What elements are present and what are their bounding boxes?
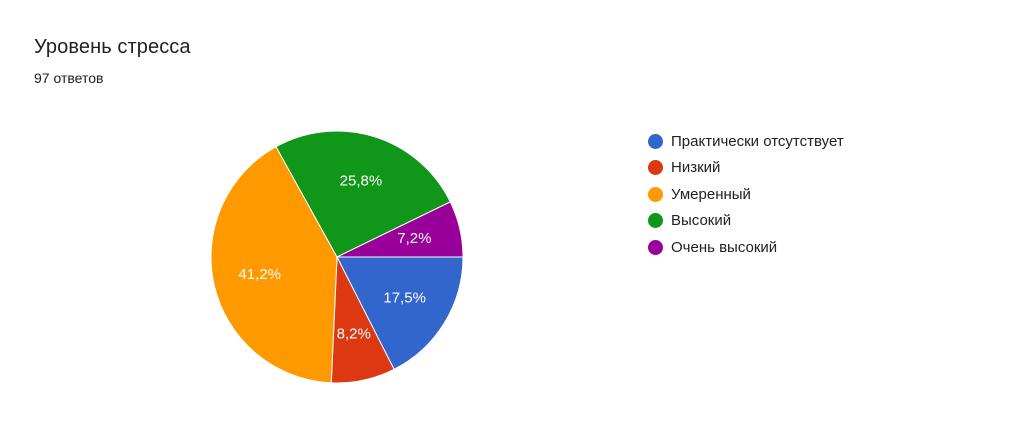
pie-slice-label-3: 25,8%	[340, 172, 383, 189]
legend-swatch	[648, 133, 663, 149]
pie-slice-2[interactable]	[210, 146, 338, 384]
legend-item-1[interactable]: Низкий	[648, 155, 844, 182]
pie-slice-0[interactable]	[336, 256, 464, 371]
legend-swatch	[648, 239, 663, 255]
chart-legend: Практически отсутствует Низкий Умеренный Вы…	[648, 128, 844, 261]
pie-slice-label-1: 8,2%	[337, 326, 371, 343]
legend-item-2[interactable]: Умеренный	[648, 181, 844, 208]
legend-item-0[interactable]: Практически отсутствует	[648, 128, 844, 155]
pie-slice-3[interactable]	[275, 130, 451, 258]
legend-label: Высокий	[671, 212, 732, 230]
response-count: 97 ответов	[34, 70, 104, 86]
pie-slice-label-4: 7,2%	[397, 230, 431, 247]
legend-label: Очень высокий	[671, 238, 778, 256]
pie-slice-label-0: 17,5%	[383, 289, 426, 306]
legend-swatch	[648, 213, 663, 229]
legend-item-4[interactable]: Очень высокий	[648, 234, 844, 261]
legend-swatch	[648, 160, 663, 176]
legend-label: Умеренный	[671, 185, 751, 203]
chart-title: Уровень стресса	[34, 36, 191, 58]
legend-item-3[interactable]: Высокий	[648, 208, 844, 235]
legend-label: Практически отсутствует	[671, 132, 844, 150]
legend-swatch	[648, 186, 663, 202]
pie-slice-4[interactable]	[336, 201, 464, 258]
legend-label: Низкий	[671, 159, 721, 177]
pie-slice-label-2: 41,2%	[238, 266, 281, 283]
